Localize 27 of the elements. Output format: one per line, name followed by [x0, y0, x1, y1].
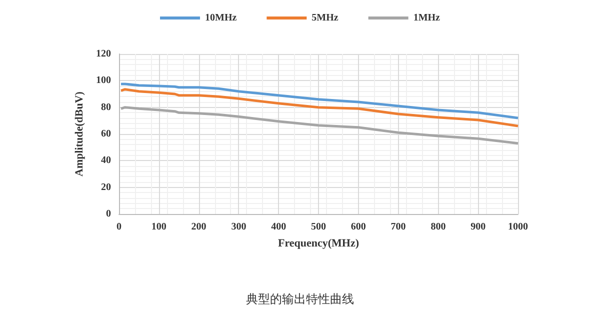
y-axis-title: Amplitude(dBuV): [74, 91, 86, 176]
x-tick-label: 500: [311, 222, 326, 232]
x-tick-label: 900: [470, 222, 486, 232]
y-tick-label: 80: [101, 102, 111, 113]
x-tick-label: 700: [390, 222, 406, 232]
line-series: [120, 106, 520, 145]
legend-label: 5MHz: [312, 12, 339, 24]
line-series: [120, 82, 520, 120]
y-tick-label: 120: [96, 48, 111, 60]
x-tick-label: 400: [271, 222, 286, 232]
legend-label: 10MHz: [205, 12, 238, 24]
x-axis-title: Frequency(MHz): [278, 238, 360, 250]
x-tick-label: 100: [151, 222, 166, 232]
line-series: [120, 88, 520, 128]
x-tick-label: 800: [430, 222, 446, 232]
legend-label: 1MHz: [413, 12, 441, 24]
x-tick-label: 0: [116, 222, 122, 232]
y-tick-label: 100: [96, 75, 111, 86]
text: 典型的输出特性曲线: [245, 291, 355, 308]
x-tick-label: 200: [191, 222, 206, 232]
x-tick-label: 1000: [508, 222, 528, 232]
y-tick-label: 0: [106, 208, 111, 220]
y-tick-label: 20: [101, 182, 111, 193]
y-tick-label: 40: [101, 155, 111, 166]
x-tick-label: 600: [350, 222, 366, 232]
y-tick-label: 60: [101, 128, 111, 140]
x-tick-label: 300: [231, 222, 246, 232]
